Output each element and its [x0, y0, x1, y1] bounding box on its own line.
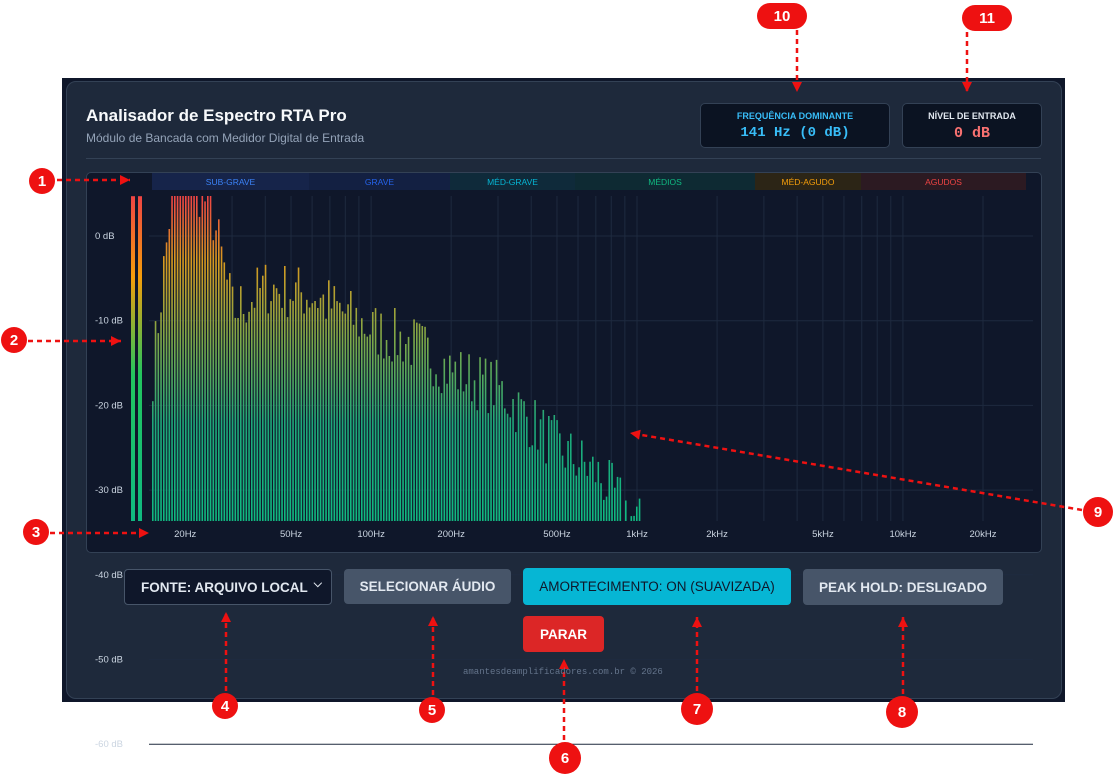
input-level-box: NÍVEL DE ENTRADA 0 dB: [902, 103, 1042, 148]
input-level-value: 0 dB: [953, 125, 990, 142]
peak-hold-toggle-button[interactable]: PEAK HOLD: DESLIGADO: [803, 569, 1003, 605]
chevron-down-icon: ⌵: [313, 578, 322, 590]
footer-credit: amantesdeamplificadores.com.br © 2026: [463, 667, 663, 677]
input-level-label: NÍVEL DE ENTRADA: [928, 111, 1016, 121]
annotation-marker-1: 1: [29, 168, 55, 194]
annotation-marker-7: 7: [681, 693, 713, 725]
stop-button[interactable]: PARAR: [523, 616, 604, 652]
select-audio-button[interactable]: SELECIONAR ÁUDIO: [344, 569, 511, 604]
annotation-marker-6: 6: [549, 742, 581, 774]
source-select[interactable]: FONTE: ARQUIVO LOCAL ⌵: [124, 569, 332, 605]
damping-toggle-button[interactable]: AMORTECIMENTO: ON (SUAVIZADA): [523, 568, 791, 605]
dominant-frequency-label: FREQUÊNCIA DOMINANTE: [736, 111, 854, 121]
y-tick-label: -60 dB: [95, 739, 123, 750]
annotation-marker-2: 2: [1, 327, 27, 353]
annotation-marker-10: 10: [757, 3, 807, 29]
annotation-marker-9: 9: [1083, 497, 1113, 527]
source-select-value: FONTE: ARQUIVO LOCAL: [141, 579, 308, 595]
dominant-frequency-value: 141 Hz (0 dB): [740, 125, 850, 141]
annotation-marker-11: 11: [962, 5, 1012, 31]
annotation-marker-4: 4: [212, 693, 238, 719]
header-divider: [86, 158, 1041, 159]
page-subtitle: Módulo de Bancada com Medidor Digital de…: [86, 131, 365, 145]
page-title: Analisador de Espectro RTA Pro: [86, 106, 347, 125]
annotation-marker-5: 5: [419, 697, 445, 723]
spectrum-chart-frame: [86, 172, 1042, 553]
annotation-marker-3: 3: [23, 519, 49, 545]
dominant-frequency-box: FREQUÊNCIA DOMINANTE 141 Hz (0 dB): [700, 103, 890, 148]
annotation-marker-8: 8: [886, 696, 918, 728]
